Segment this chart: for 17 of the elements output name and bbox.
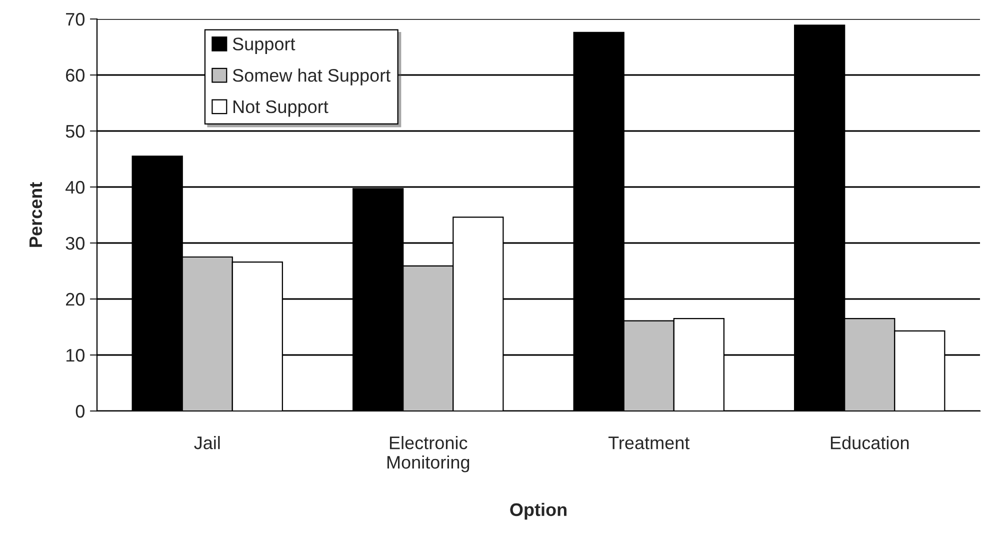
legend-label: Somew hat Support [232,68,390,86]
y-tick-label: 60 [66,68,84,82]
x-tick-label: Treatment [608,436,690,450]
y-axis-title: Percent [30,182,42,247]
y-tick-label: 20 [66,292,84,306]
y-tick-label: 40 [66,180,84,194]
x-tick-label: Education [830,436,909,450]
y-tick-label: 50 [66,124,84,138]
legend-label: Not Support [234,100,328,117]
y-tick-label: 0 [76,404,84,418]
x-tick-label: Jail [194,436,220,450]
x-tick-label: Electronic Monitoring [387,436,470,472]
legend-label: Support [232,38,296,54]
x-axis-title: Option [510,502,566,520]
y-tick-label: 70 [66,12,84,26]
y-tick-label: 10 [66,348,84,362]
y-tick-label: 30 [66,236,84,250]
